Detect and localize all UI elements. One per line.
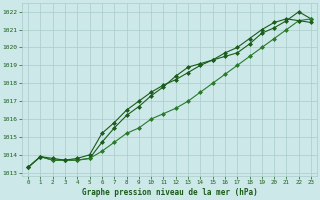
X-axis label: Graphe pression niveau de la mer (hPa): Graphe pression niveau de la mer (hPa) xyxy=(82,188,258,197)
